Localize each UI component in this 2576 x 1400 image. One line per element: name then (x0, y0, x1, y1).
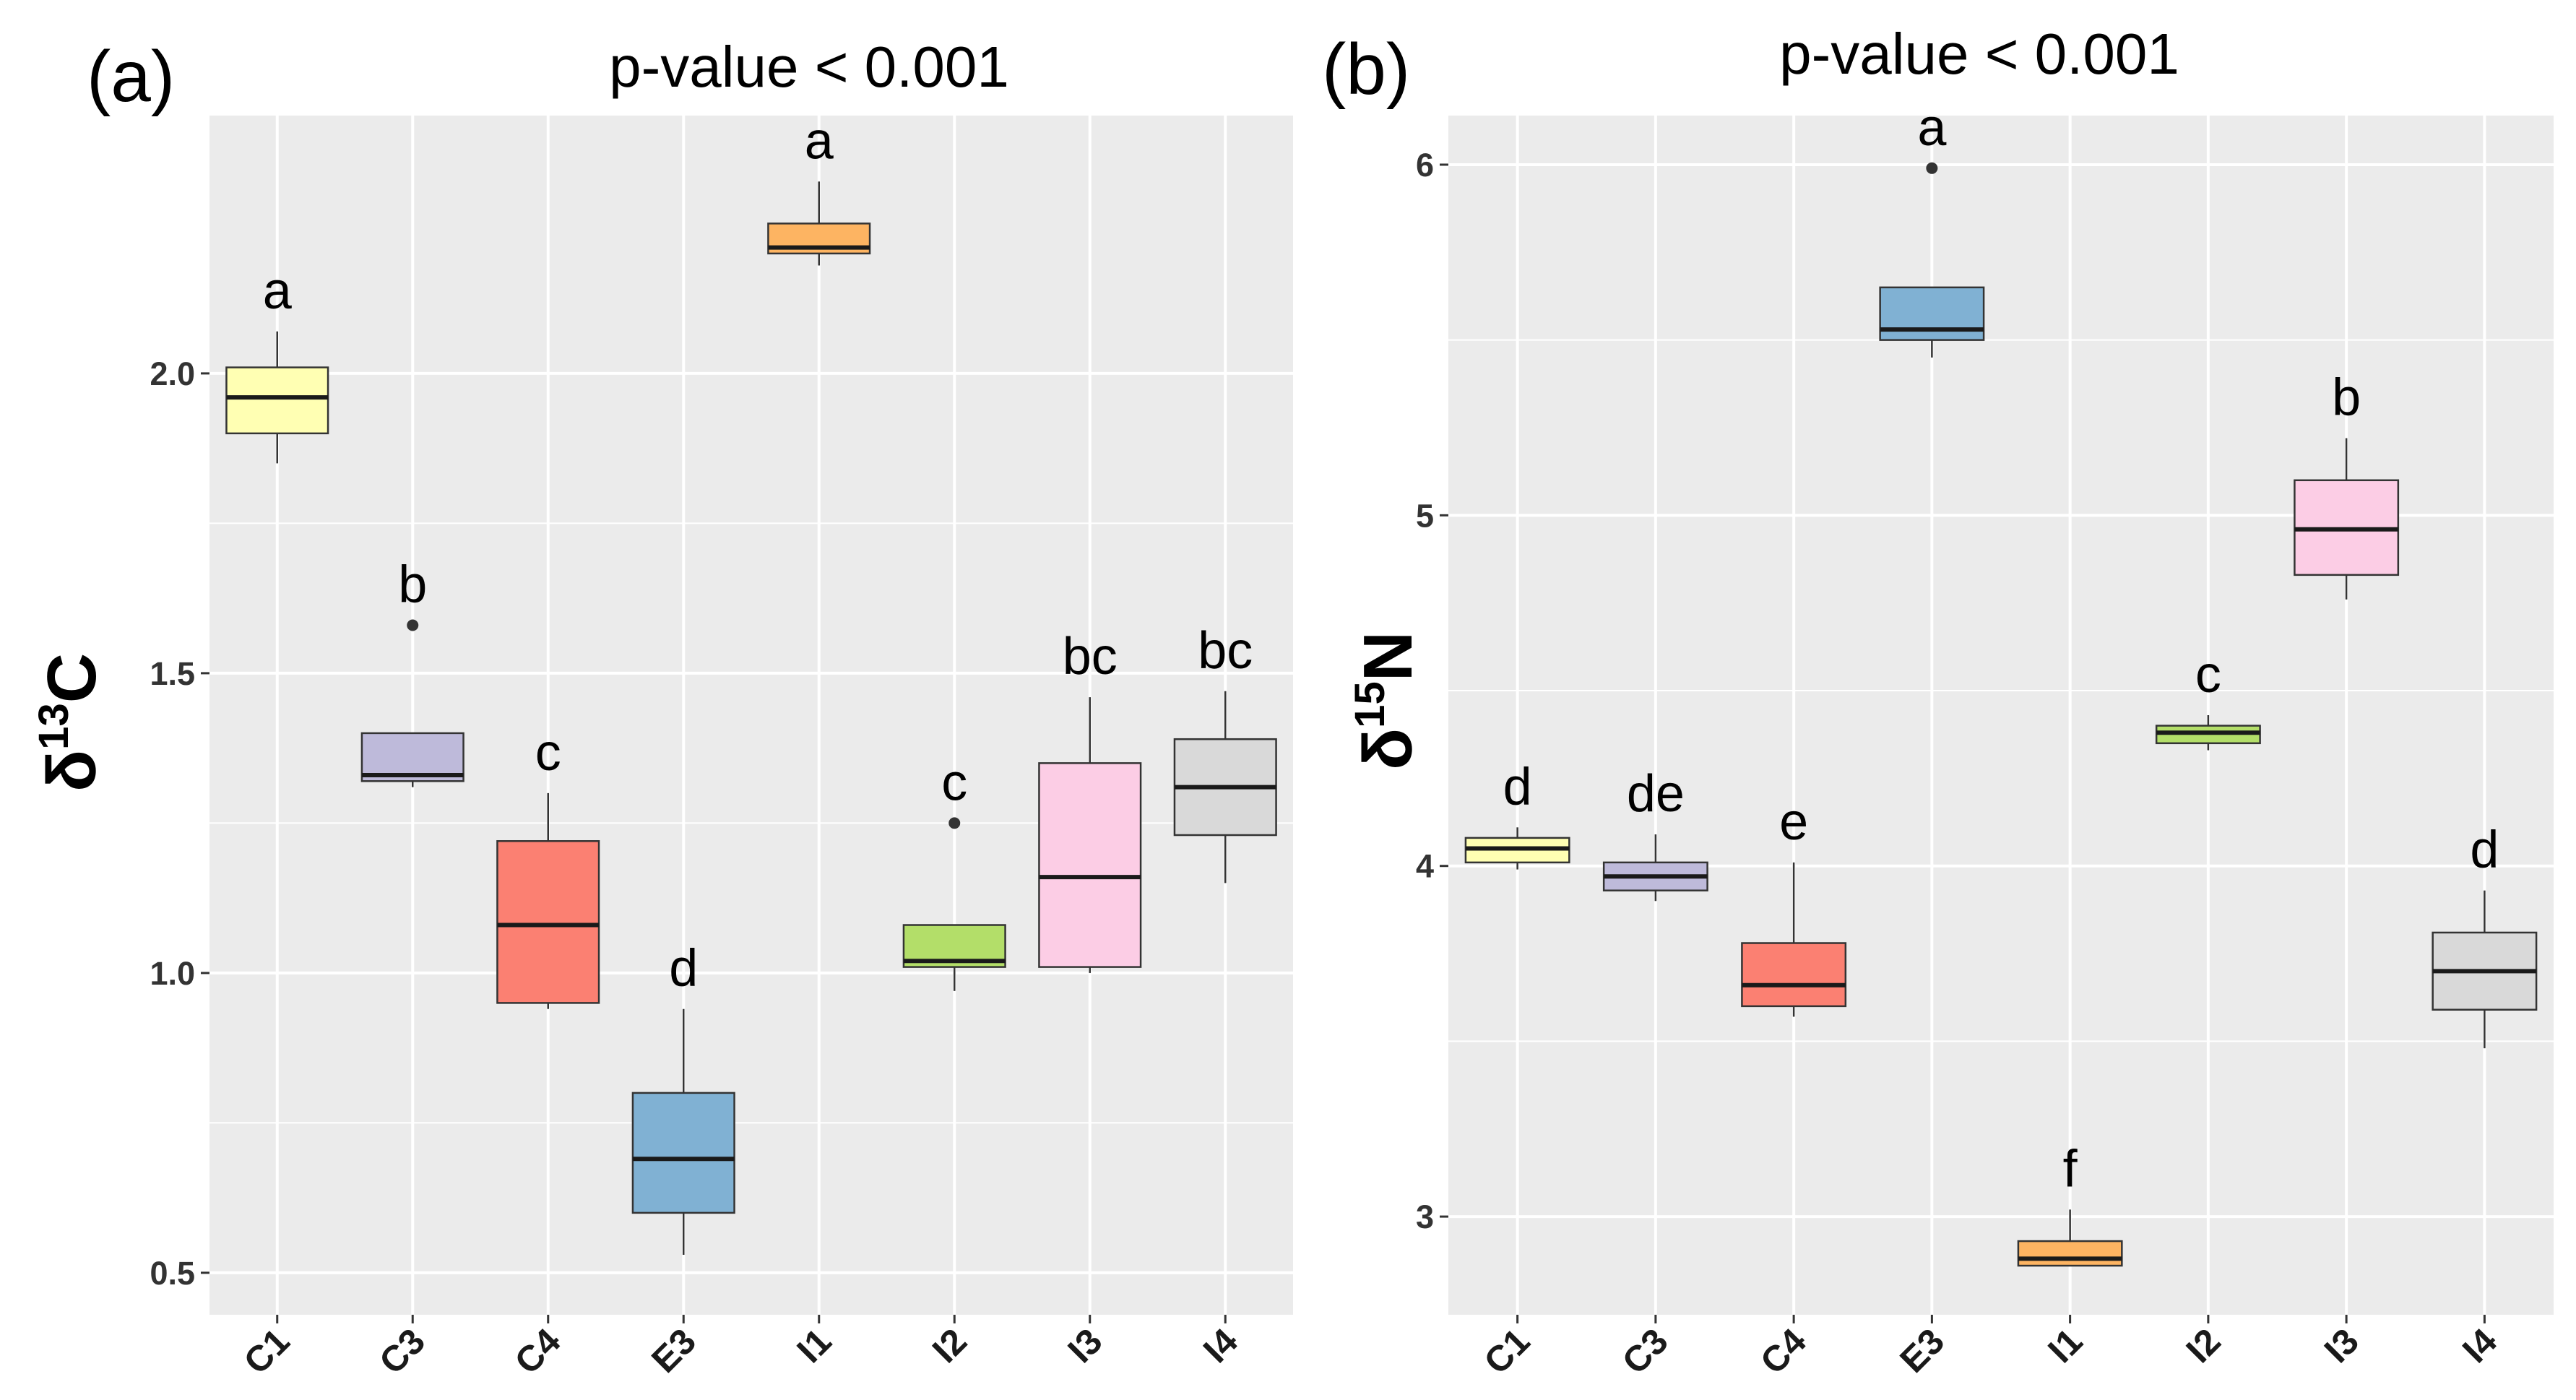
box-c4 (496, 840, 600, 1004)
outlier-point (948, 817, 961, 829)
box-c4 (1741, 942, 1847, 1008)
panel-label-b: (b) (1322, 29, 1410, 110)
y-tick-label-a: 1.0 (150, 955, 195, 992)
significance-letter-e3: a (1917, 99, 1947, 157)
y-axis-title-element-b: N (1349, 631, 1427, 681)
box-c1 (225, 366, 329, 435)
y-axis-title-delta-b: δ (1349, 728, 1427, 770)
significance-letter-i1: f (2063, 1140, 2078, 1198)
significance-letter-c3: de (1627, 765, 1685, 823)
significance-letter-c1: d (1503, 758, 1532, 816)
panel-title-a: p-value < 0.001 (609, 35, 1009, 99)
y-axis-title-b: δ15N (1347, 631, 1427, 770)
box-e3 (631, 1092, 735, 1214)
outlier-point (1926, 162, 1938, 174)
panel-background-a (209, 116, 1293, 1315)
significance-letter-i2: c (2195, 646, 2221, 704)
box-e3 (1879, 286, 1985, 341)
panel-label-a: (a) (87, 36, 175, 117)
box-i1 (2017, 1240, 2123, 1267)
significance-letter-i3: bc (1063, 628, 1118, 686)
significance-letter-c3: b (398, 556, 427, 614)
panel-title-b: p-value < 0.001 (1779, 22, 2179, 86)
y-axis-title-a: δ13C (30, 653, 111, 792)
y-tick-label-a: 1.5 (150, 655, 195, 692)
y-tick-label-b: 6 (1416, 147, 1434, 183)
significance-letter-i1: a (805, 112, 834, 170)
y-axis-title-superscript-b: 15 (1347, 681, 1393, 728)
significance-letter-i2: c (941, 753, 967, 811)
box-i3 (1038, 762, 1142, 968)
y-axis-title-element-a: C (33, 653, 111, 703)
y-tick-label-a: 2.0 (150, 355, 195, 392)
y-tick-label-b: 3 (1416, 1198, 1434, 1235)
y-tick-label-b: 4 (1416, 848, 1434, 885)
y-axis-title-superscript-a: 13 (30, 703, 77, 750)
outlier-point (407, 619, 419, 631)
panel-a: (a) p-value < 0.001 δ13C 0.51.01.52.0abc… (30, 35, 1293, 1382)
y-tick-label-b: 5 (1416, 497, 1434, 534)
significance-letter-i4: bc (1198, 622, 1253, 680)
y-axis-title-delta-a: δ (33, 750, 111, 792)
significance-letter-c1: a (263, 262, 293, 320)
significance-letter-i3: b (2332, 369, 2361, 427)
significance-letter-c4: c (535, 724, 561, 782)
significance-letter-e3: d (669, 940, 698, 998)
y-tick-label-a: 0.5 (150, 1255, 195, 1292)
significance-letter-c4: e (1779, 793, 1808, 851)
significance-letter-i4: d (2470, 821, 2499, 879)
panel-background-b (1448, 116, 2554, 1315)
